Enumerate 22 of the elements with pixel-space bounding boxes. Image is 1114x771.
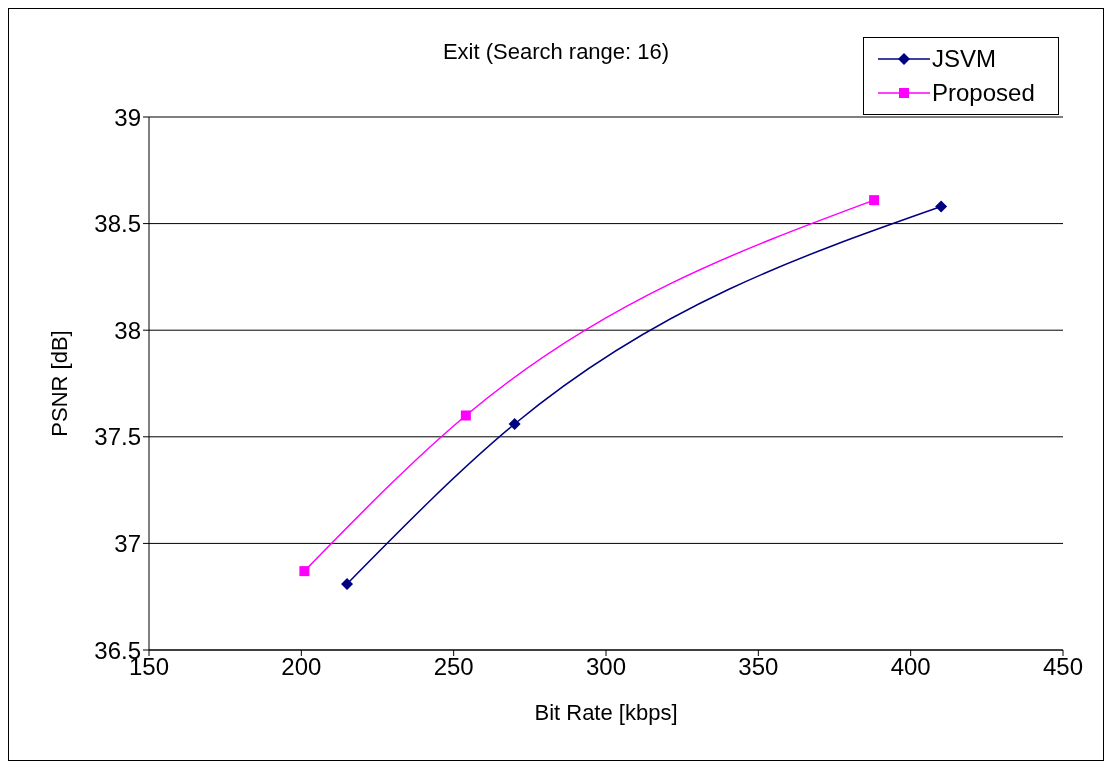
y-tick-label: 37.5 [94, 423, 141, 451]
y-tick-label: 37 [114, 529, 141, 557]
y-tick-label: 39 [114, 103, 141, 131]
x-tick-label: 350 [738, 653, 779, 681]
y-tick-label: 38 [114, 316, 141, 344]
x-axis-title: Bit Rate [kbps] [534, 700, 678, 725]
point [508, 418, 521, 431]
x-tick-label: 400 [890, 653, 931, 681]
legend-label: Proposed [931, 78, 1036, 108]
point [460, 410, 471, 421]
x-tick-label: 250 [433, 653, 474, 681]
chart-title: Exit (Search range: 16) [442, 39, 670, 64]
y-axis-title: PSNR [dB] [46, 330, 72, 437]
legend-label: JSVM [931, 44, 997, 74]
x-tick-label: 300 [585, 653, 627, 681]
x-tick-label: 450 [1042, 653, 1084, 681]
point [869, 195, 880, 206]
point [341, 577, 354, 590]
x-tick-label: 200 [281, 653, 322, 681]
point [299, 566, 310, 577]
y-tick-label: 38.5 [94, 210, 141, 238]
point [935, 200, 948, 213]
